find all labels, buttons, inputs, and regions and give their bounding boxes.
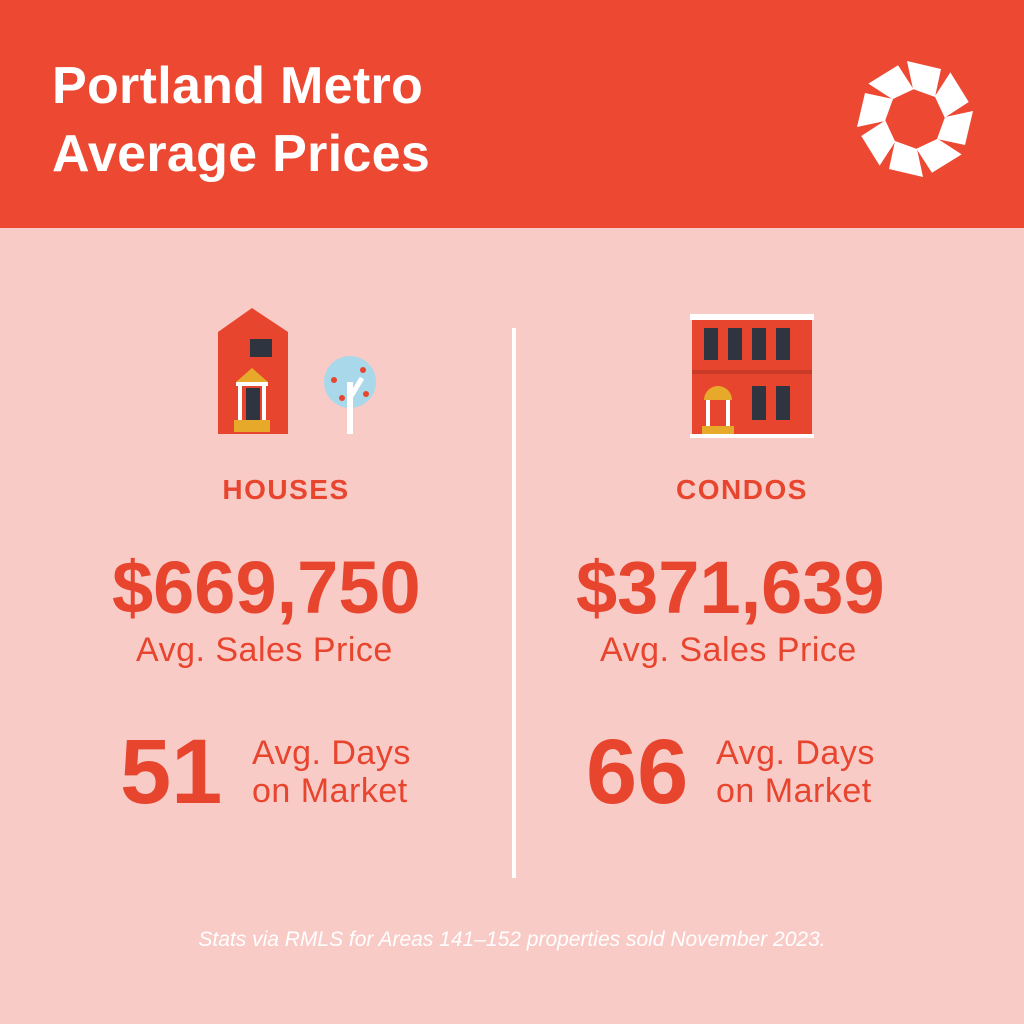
condos-days-caption: Avg. Days on Market — [716, 734, 875, 810]
condos-days-caption-line-2: on Market — [716, 772, 872, 810]
condos-days-caption-line-1: Avg. Days — [716, 734, 875, 772]
condos-price: $371,639 — [576, 546, 885, 629]
houses-days: 51 — [120, 721, 223, 823]
page-title: Portland Metro Average Prices — [52, 52, 430, 188]
houses-price-caption: Avg. Sales Price — [136, 631, 393, 669]
column-divider — [512, 328, 516, 878]
houses-section: HOUSES $669,750 Avg. Sales Price 51 Avg.… — [112, 308, 421, 823]
condos-section: CONDOS $371,639 Avg. Sales Price 66 Avg.… — [512, 0, 1024, 1024]
houses-days-caption-line-1: Avg. Days — [252, 734, 411, 772]
condos-price-caption: Avg. Sales Price — [600, 631, 857, 669]
condos-label: CONDOS — [676, 474, 808, 505]
houses-days-caption-line-2: on Market — [252, 772, 408, 810]
condo-building-icon — [690, 314, 814, 438]
houses-label: HOUSES — [222, 474, 350, 505]
condos-days: 66 — [586, 721, 689, 823]
title-line-1: Portland Metro — [52, 57, 424, 115]
pinwheel-logo-icon — [857, 61, 973, 177]
title-line-2: Average Prices — [52, 125, 431, 183]
source-footnote: Stats via RMLS for Areas 141–152 propert… — [198, 928, 826, 951]
house-with-tree-icon — [218, 308, 376, 434]
houses-price: $669,750 — [112, 546, 421, 629]
header-banner: Portland Metro Average Prices — [0, 0, 1024, 228]
houses-days-caption: Avg. Days on Market — [252, 734, 411, 810]
